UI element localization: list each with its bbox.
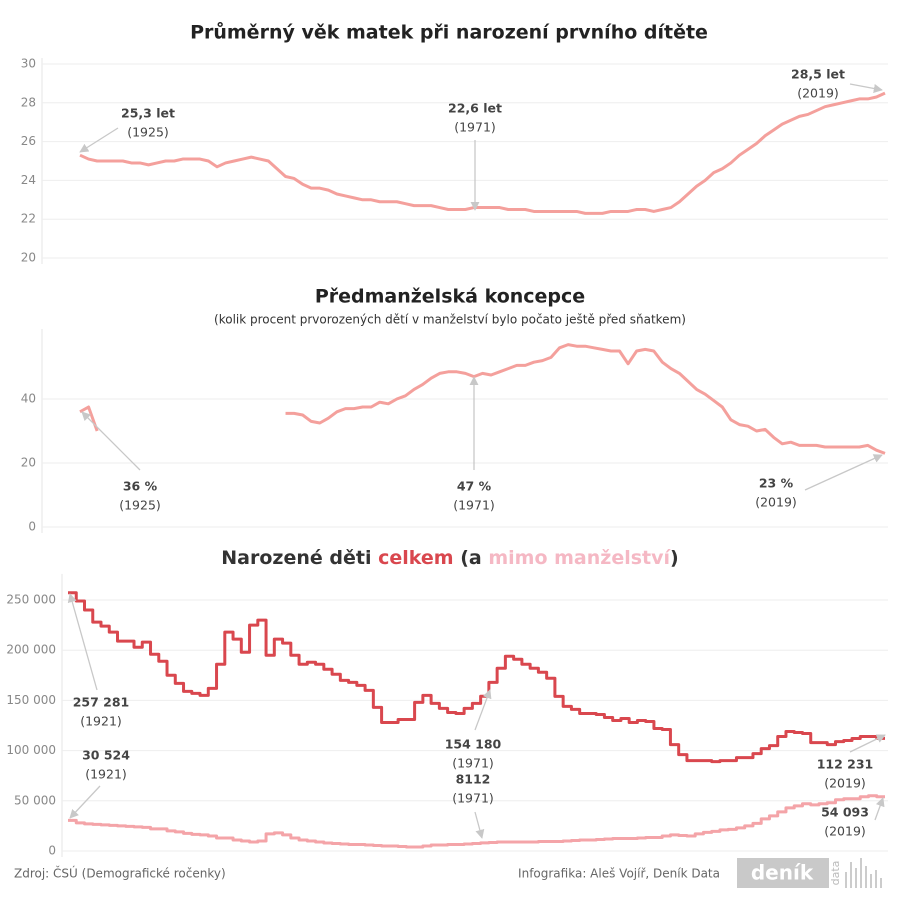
logo: deník — [751, 861, 814, 885]
annotation-arrow — [81, 411, 141, 471]
logo-sub: data — [829, 861, 842, 886]
annotation-year: (1971) — [452, 756, 494, 771]
annotation-label: 154 180 — [445, 737, 502, 752]
source: Zdroj: ČSÚ (Demografické ročenky) — [14, 866, 226, 881]
annotation-year: (2019) — [824, 776, 866, 791]
annotation-year: (1921) — [85, 767, 127, 782]
y-tick-label: 0 — [48, 844, 56, 858]
annotation-year: (2019) — [755, 495, 797, 510]
y-tick-label: 40 — [21, 392, 36, 406]
chart-title: Průměrný věk matek při narození prvního … — [190, 21, 708, 44]
annotation-label: 257 281 — [73, 695, 130, 710]
annotation-year: (1971) — [453, 498, 495, 513]
y-tick-label: 100 000 — [6, 743, 56, 757]
chart-subtitle: (kolik procent prvorozených dětí v manže… — [214, 313, 686, 327]
title-series: mimo manželství — [488, 547, 671, 569]
y-tick-label: 50 000 — [14, 793, 56, 807]
series-line — [79, 91, 886, 215]
y-tick-label: 20 — [21, 456, 36, 470]
credit: Infografika: Aleš Vojíř, Deník Data — [518, 867, 720, 881]
y-tick-label: 22 — [21, 212, 36, 226]
series-line — [68, 794, 885, 849]
y-tick-label: 26 — [21, 134, 36, 148]
annotation-label: 22,6 let — [448, 101, 502, 116]
title-series: celkem — [378, 547, 453, 569]
annotation-year: (2019) — [797, 86, 839, 101]
annotation-label: 54 093 — [821, 805, 869, 820]
logo-box — [737, 858, 829, 888]
y-tick-label: 200 000 — [6, 643, 56, 657]
series-line — [68, 591, 885, 764]
annotation-arrow — [474, 689, 492, 731]
annotation-label: 112 231 — [817, 757, 874, 772]
logo-bars — [845, 858, 882, 888]
chart-title: Předmanželská koncepce — [315, 286, 585, 308]
annotation-arrow — [874, 797, 885, 821]
annotation-label: 28,5 let — [791, 67, 845, 82]
annotation-arrow — [474, 811, 485, 839]
annotation-year: (1925) — [119, 498, 161, 513]
annotation-arrow — [79, 127, 119, 153]
y-tick-label: 30 — [21, 57, 36, 71]
series-line — [79, 343, 886, 455]
title-part: ) — [670, 547, 679, 569]
annotation-label: 8112 — [456, 772, 491, 787]
annotation-label: 30 524 — [82, 748, 130, 763]
annotation-label: 25,3 let — [121, 106, 175, 121]
y-tick-label: 0 — [28, 520, 36, 534]
annotation-label: 23 % — [759, 476, 794, 491]
annotation-arrow — [804, 454, 883, 491]
y-tick-label: 24 — [21, 173, 36, 187]
annotation-arrow — [69, 785, 101, 819]
annotation-year: (1921) — [80, 714, 122, 729]
annotation-year: (1925) — [127, 125, 169, 140]
annotation-year: (1971) — [454, 120, 496, 135]
annotation-arrow — [67, 593, 98, 691]
title-part: Narozené děti — [221, 547, 371, 569]
y-tick-label: 250 000 — [6, 593, 56, 607]
chart-title: Narozené děti celkem (a mimo manželství) — [221, 547, 678, 569]
annotation-year: (2019) — [824, 824, 866, 839]
y-tick-label: 20 — [21, 251, 36, 265]
annotation-arrow — [849, 83, 883, 93]
y-tick-label: 150 000 — [6, 693, 56, 707]
annotation-label: 36 % — [123, 479, 158, 494]
annotation-arrow — [849, 734, 886, 753]
y-tick-label: 28 — [21, 95, 36, 109]
annotation-year: (1971) — [452, 791, 494, 806]
annotation-label: 47 % — [457, 479, 492, 494]
title-part: (a — [460, 547, 482, 569]
